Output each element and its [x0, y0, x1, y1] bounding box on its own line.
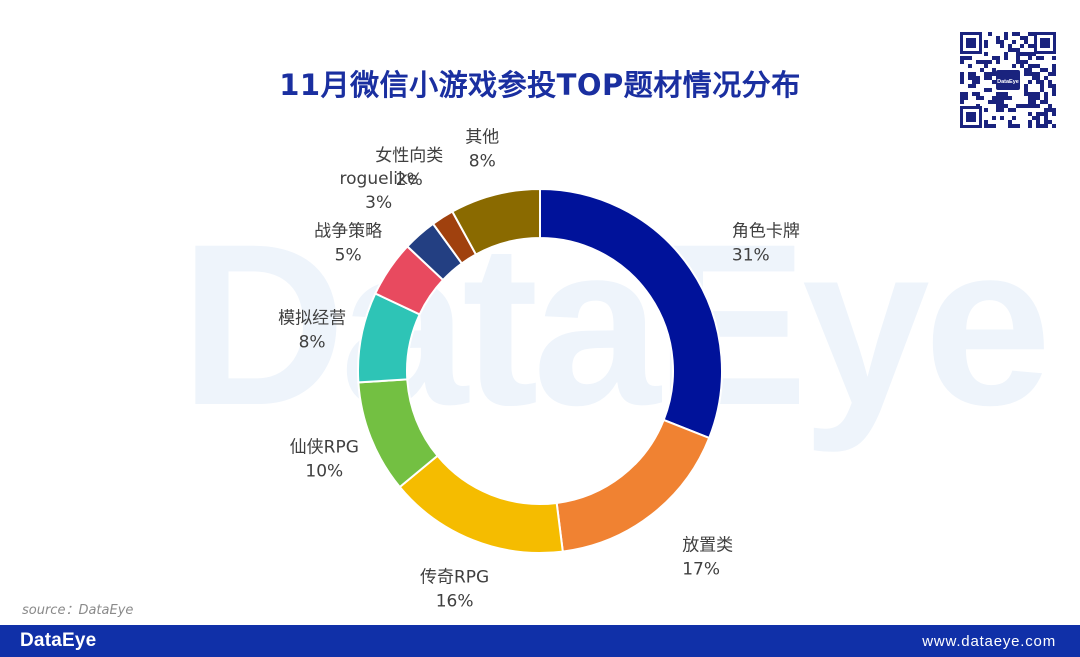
slice-label-4: 模拟经营 [278, 309, 346, 329]
slice-value-0: 31% [732, 246, 770, 266]
slice-value-5: 5% [335, 246, 362, 266]
slice-value-2: 16% [436, 592, 474, 612]
source-note: source：DataEye [22, 603, 134, 618]
slice-label-1: 放置类 [682, 535, 733, 555]
chart-title: 11月微信小游戏参投TOP题材情况分布 [279, 68, 801, 102]
slice-label-5: 战争策略 [314, 222, 382, 242]
slice-label-7: 女性向类 [375, 146, 443, 166]
slice-label-6: roguelike [340, 169, 418, 189]
slice-value-6: 3% [365, 193, 392, 213]
footer-bar: DataEye www.dataeye.com [0, 625, 1080, 657]
slice-1-item [555, 418, 711, 553]
slice-label-3: 仙侠RPG [290, 437, 359, 457]
slice-0-item [539, 187, 723, 440]
slice-label-8: 其他 [465, 127, 499, 147]
footer-logo: DataEye [20, 630, 97, 651]
qr-code-icon: DataEye [958, 30, 1058, 130]
slice-value-7: 2% [396, 170, 423, 190]
qr-center-label: DataEye [997, 79, 1019, 85]
slice-2-rpg [398, 454, 564, 554]
slice-value-8: 8% [469, 151, 496, 171]
slice-label-0: 角色卡牌 [732, 222, 800, 242]
slice-8-item [450, 187, 541, 256]
slice-value-4: 8% [299, 333, 326, 353]
slice-value-3: 10% [305, 461, 343, 481]
slice-label-2: 传奇RPG [420, 568, 489, 588]
slice-value-1: 17% [682, 559, 720, 579]
footer-url[interactable]: www.dataeye.com [922, 633, 1056, 650]
